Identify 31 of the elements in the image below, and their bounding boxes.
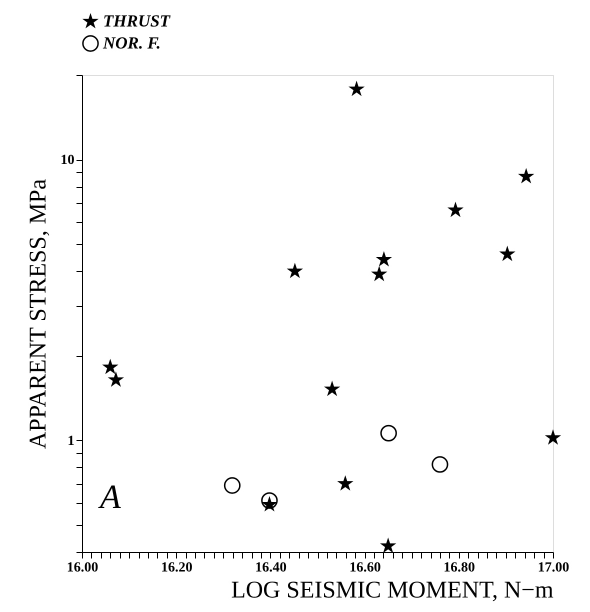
x-tick-label: 16.00 xyxy=(66,560,98,576)
y-tick-label: 1 xyxy=(68,434,74,449)
point xyxy=(372,267,386,280)
point xyxy=(109,373,122,386)
point xyxy=(546,430,560,444)
x-tick-label: 16.60 xyxy=(349,560,381,576)
y-axis-title: APPARENT STRESS, MPa xyxy=(26,178,52,450)
point xyxy=(520,170,533,182)
x-tick-label: 16.80 xyxy=(444,560,476,576)
x-tick-label: 17.00 xyxy=(538,560,570,576)
x-axis-title: LOG SEISMIC MOMENT, N−m xyxy=(231,578,554,604)
point xyxy=(224,477,241,494)
legend-label: THRUST xyxy=(103,12,171,30)
point xyxy=(104,360,117,373)
point xyxy=(288,264,302,277)
point xyxy=(432,456,448,473)
point xyxy=(326,382,339,395)
point xyxy=(350,82,364,95)
legend-label: NOR. F. xyxy=(102,34,161,52)
point xyxy=(377,252,390,266)
point xyxy=(261,492,278,509)
y-tick-label: 10 xyxy=(60,153,74,168)
point xyxy=(448,203,462,216)
point xyxy=(382,539,395,552)
annotation: A xyxy=(98,479,121,516)
point xyxy=(262,498,276,510)
x-tick-label: 16.40 xyxy=(255,560,287,576)
x-tick-label: 16.20 xyxy=(160,560,192,576)
point xyxy=(380,424,397,442)
point xyxy=(338,476,352,490)
point xyxy=(500,247,514,260)
